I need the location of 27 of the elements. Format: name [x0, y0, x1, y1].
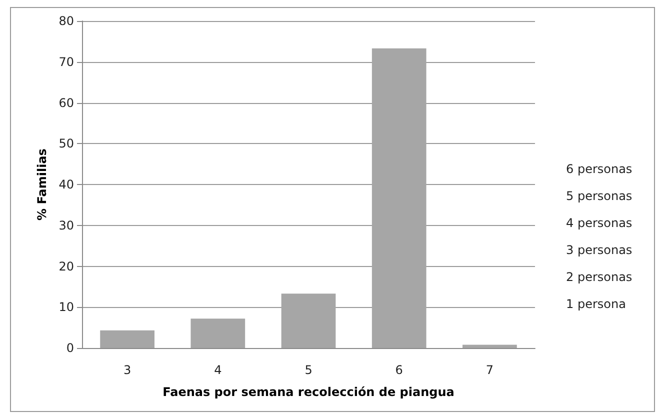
bar: [462, 344, 517, 348]
text: 2 personas: [566, 270, 632, 284]
x-axis-title: Faenas por semana recolección de piangua: [162, 385, 454, 399]
y-tick-label: 20: [58, 259, 74, 274]
y-tick-label: 0: [66, 341, 74, 355]
y-tick-label: 70: [58, 54, 74, 69]
text: 5 personas: [566, 189, 632, 203]
y-tick-label: 60: [58, 96, 74, 110]
bar: [190, 318, 246, 348]
bar: [100, 330, 154, 348]
text: 1 persona: [566, 297, 626, 311]
text: 6 personas: [566, 162, 632, 176]
x-tick-label: 4: [214, 363, 222, 377]
y-tick-label: 30: [58, 218, 74, 232]
y-axis-title: % Familias: [34, 148, 49, 220]
text: 3 personas: [566, 243, 632, 257]
x-tick-label: 5: [304, 363, 312, 377]
y-tick-label: 10: [58, 300, 74, 314]
x-tick-label: 6: [395, 363, 403, 377]
y-tick-label: 50: [58, 136, 74, 151]
bar: [372, 48, 426, 348]
y-tick-label: 80: [58, 14, 74, 28]
y-tick-label: 40: [58, 178, 74, 192]
text: 4 personas: [566, 216, 632, 230]
x-tick-label: 3: [123, 363, 132, 377]
x-tick-label: 7: [486, 363, 494, 377]
bar: [281, 294, 336, 348]
